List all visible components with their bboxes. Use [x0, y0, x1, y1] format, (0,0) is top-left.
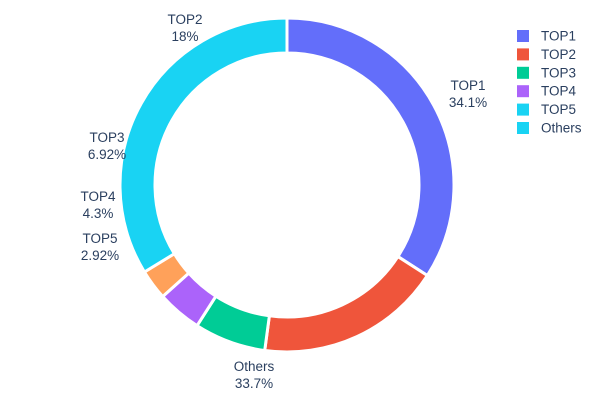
slice-label-value-top2: 18%	[171, 29, 198, 44]
legend-swatch-top2[interactable]	[517, 48, 529, 61]
slice-label-value-others: 33.7%	[235, 376, 273, 391]
slice-label-value-top3: 6.92%	[88, 147, 126, 162]
legend-swatch-top5[interactable]	[517, 103, 529, 116]
pie-slice-top1[interactable]	[285, 16, 456, 278]
legend-label-top5[interactable]: TOP5	[541, 102, 576, 117]
slice-label-name-top4: TOP4	[80, 189, 116, 204]
pie-slice-labels-group: TOP1 34.1% TOP2 18% TOP3 6.92% TOP4 4.3% TOP5 2.9…	[80, 12, 487, 391]
legend-label-top2[interactable]: TOP2	[541, 47, 576, 62]
legend-swatch-top1[interactable]	[517, 30, 529, 42]
slice-label-name-top5: TOP5	[82, 231, 117, 246]
slice-label-name-others: Others	[234, 359, 275, 374]
chart-legend[interactable]: TOP1 TOP2 TOP3 TOP4 TOP5 Others	[517, 29, 582, 136]
pie-slice-others[interactable]	[118, 16, 289, 274]
legend-swatch-others[interactable]	[517, 122, 529, 134]
legend-swatch-top3[interactable]	[517, 66, 529, 79]
legend-swatch-top4[interactable]	[517, 85, 529, 98]
slice-label-name-top2: TOP2	[167, 12, 202, 27]
slice-label-name-top1: TOP1	[450, 78, 485, 93]
slice-label-value-top4: 4.3%	[83, 206, 114, 221]
legend-label-top1[interactable]: TOP1	[541, 29, 576, 44]
slice-label-name-top3: TOP3	[89, 130, 124, 145]
legend-label-others[interactable]: Others	[541, 121, 582, 136]
pie-slice-top2[interactable]	[263, 255, 429, 354]
pie-slices-group	[118, 16, 456, 354]
legend-label-top3[interactable]: TOP3	[541, 65, 576, 80]
slice-label-value-top1: 34.1%	[449, 95, 487, 110]
slice-label-value-top5: 2.92%	[81, 248, 119, 263]
legend-label-top4[interactable]: TOP4	[541, 84, 577, 99]
